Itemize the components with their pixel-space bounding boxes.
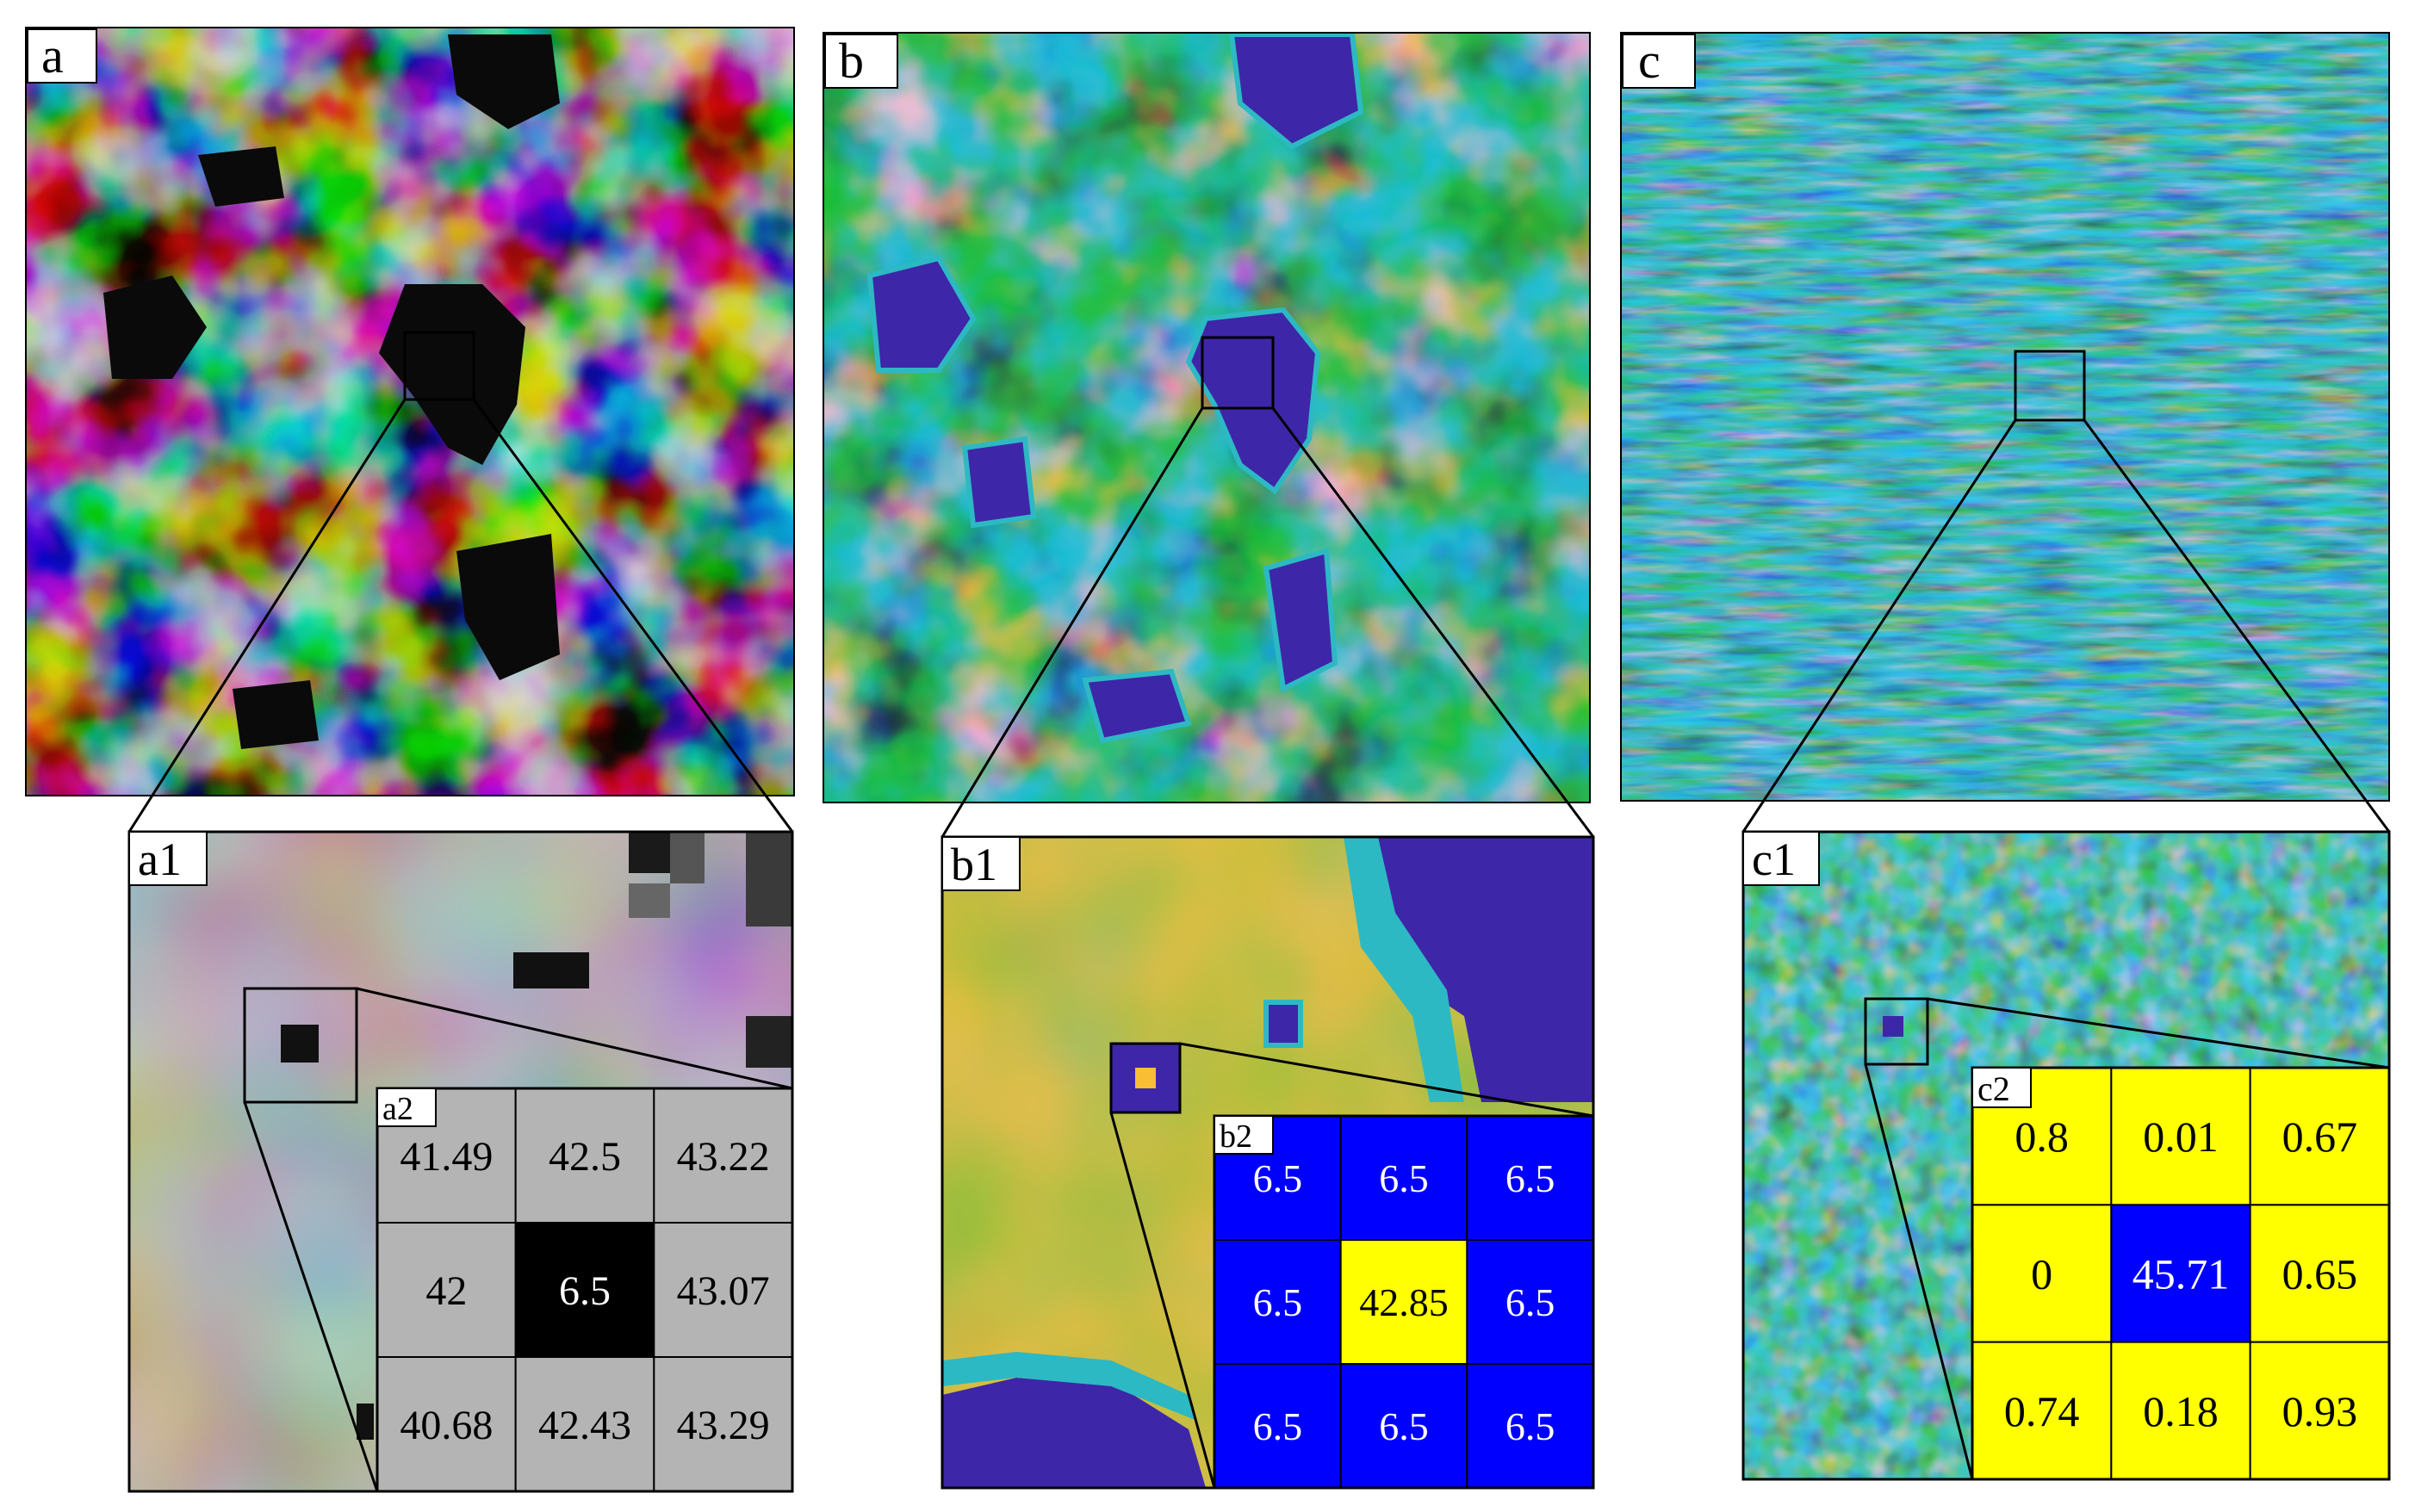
panel-c: c — [1620, 32, 2390, 802]
c2-cell — [2249, 1067, 2391, 1206]
panel-c-frame — [1620, 32, 2390, 802]
a2-cell-value: 40.68 — [400, 1403, 493, 1448]
c2-cell-value: 0.8 — [2015, 1112, 2069, 1161]
grid-b2-frame — [1213, 1114, 1595, 1490]
connector-a1-bottom — [243, 1101, 379, 1492]
grid-b2-cells: 6.5 6.5 6.5 6.5 42.85 6.5 6.5 6.5 6.5 — [1214, 1115, 1595, 1489]
a2-cell-value: 43.07 — [677, 1268, 770, 1314]
panel-a1-label: a1 — [138, 833, 182, 885]
a2-cell-value: 43.29 — [677, 1403, 770, 1448]
a2-cell — [653, 1222, 793, 1358]
panel-b: b — [823, 32, 1591, 803]
panel-b-label: b — [839, 33, 864, 89]
panel-a-label-box — [27, 28, 97, 84]
connector-c-left — [1741, 419, 2017, 833]
panel-a-raster — [26, 28, 794, 796]
a2-cell-value: 6.5 — [559, 1268, 611, 1314]
panel-a1-zoom-box — [243, 987, 358, 1104]
b2-cell-value: 6.5 — [1505, 1156, 1555, 1200]
connector-c-right — [2083, 419, 2391, 833]
grid-b2-label: b2 — [1220, 1119, 1252, 1155]
panel-a-frame — [25, 27, 795, 796]
c2-cell-value: 0 — [2031, 1250, 2052, 1298]
a2-cell-value: 42.5 — [549, 1134, 621, 1180]
c2-cell-value: 0.93 — [2282, 1387, 2358, 1435]
grid-c2-label: c2 — [1977, 1069, 2010, 1108]
grid-a2-cells: 41.49 42.5 43.22 42 6.5 43.07 40.68 42.43 43.29 — [376, 1088, 793, 1492]
c2-cell-value: 45.71 — [2133, 1250, 2230, 1298]
b2-cell-value: 42.85 — [1359, 1280, 1449, 1324]
grid-c2-label-box — [1971, 1067, 2032, 1108]
b2-cell-value: 6.5 — [1253, 1156, 1303, 1200]
panel-c1-label: c1 — [1752, 833, 1796, 885]
c2-cell — [2110, 1067, 2251, 1206]
c2-cell-value: 0.67 — [2282, 1112, 2358, 1161]
c2-cell-value: 0.74 — [2004, 1387, 2080, 1435]
grid-c2-cells: 0.8 0.01 0.67 0 45.71 0.65 0.74 0.18 0.93 — [1971, 1067, 2391, 1480]
grid-a2-label-box — [376, 1088, 437, 1127]
a2-cell-value: 41.49 — [400, 1134, 493, 1180]
panel-b-label-box — [824, 34, 898, 89]
panel-a: a — [25, 27, 795, 796]
a2-cell — [653, 1356, 793, 1492]
b2-cell-value: 6.5 — [1379, 1404, 1429, 1448]
b2-cell — [1466, 1239, 1595, 1365]
c2-cell — [2249, 1204, 2391, 1343]
c2-cell-value: 0.18 — [2143, 1387, 2219, 1435]
panel-c-label-box — [1622, 34, 1696, 89]
grid-b2: 6.5 6.5 6.5 6.5 42.85 6.5 6.5 6.5 6.5 b2 — [1213, 1114, 1595, 1490]
b2-cell — [1214, 1239, 1342, 1365]
a2-cell — [514, 1356, 655, 1492]
grid-a2-label: a2 — [382, 1091, 413, 1127]
connector-a-right — [472, 399, 794, 833]
b2-cell-value: 6.5 — [1379, 1156, 1429, 1200]
a2-cell — [653, 1088, 793, 1224]
panel-a1-highlight-pixel — [281, 1025, 319, 1063]
panel-b1-label-box — [941, 836, 1021, 891]
a2-cell-value: 43.22 — [677, 1134, 770, 1180]
panel-c-zoom-box — [2014, 350, 2086, 422]
panel-a-label: a — [41, 28, 64, 84]
c2-cell-value: 0.65 — [2282, 1250, 2358, 1298]
panel-b-gaps — [866, 33, 1364, 744]
panel-b-frame — [823, 32, 1591, 803]
grid-a2-frame — [376, 1087, 794, 1493]
b2-cell — [1466, 1363, 1595, 1489]
panel-b1-label: b1 — [951, 839, 997, 890]
panel-a1-label-box — [128, 831, 208, 886]
grid-c2-frame — [1971, 1066, 2391, 1481]
a2-cell-value: 42 — [425, 1268, 467, 1314]
panel-b-zoom-box — [1201, 336, 1275, 410]
c2-cell — [2249, 1341, 2391, 1480]
panel-c1-label-box — [1742, 831, 1820, 886]
grid-c2: 0.8 0.01 0.67 0 45.71 0.65 0.74 0.18 0.93 c2 — [1971, 1066, 2391, 1481]
a2-cell-value: 42.43 — [538, 1403, 631, 1448]
a2-cell — [376, 1356, 517, 1492]
b2-cell-value: 6.5 — [1505, 1280, 1555, 1324]
c2-cell — [1971, 1204, 2113, 1343]
connector-b1-bottom — [1109, 1112, 1216, 1489]
b2-cell-value: 6.5 — [1253, 1280, 1303, 1324]
connector-a1-top — [356, 987, 793, 1090]
b2-cell — [1339, 1239, 1468, 1365]
connector-c1-top — [1927, 997, 2390, 1069]
connector-b-left — [941, 407, 1204, 838]
b2-cell-value: 6.5 — [1505, 1404, 1555, 1448]
b2-cell-value: 6.5 — [1253, 1404, 1303, 1448]
a2-cell — [514, 1222, 655, 1358]
connector-b-right — [1271, 407, 1595, 838]
connector-b1-top — [1179, 1042, 1594, 1118]
panel-a-zoom-box — [403, 331, 475, 401]
panel-b1-zoom-box — [1109, 1042, 1182, 1114]
panel-b-raster — [823, 33, 1590, 802]
panel-c-raster — [1621, 33, 2389, 801]
grid-b2-label-box — [1214, 1115, 1274, 1155]
c2-cell-value: 0.01 — [2143, 1112, 2219, 1161]
connector-a-left — [127, 399, 407, 833]
connector-c1-bottom — [1864, 1063, 1974, 1480]
panel-c-label: c — [1638, 33, 1661, 89]
panel-c1-zoom-box — [1864, 997, 1929, 1066]
